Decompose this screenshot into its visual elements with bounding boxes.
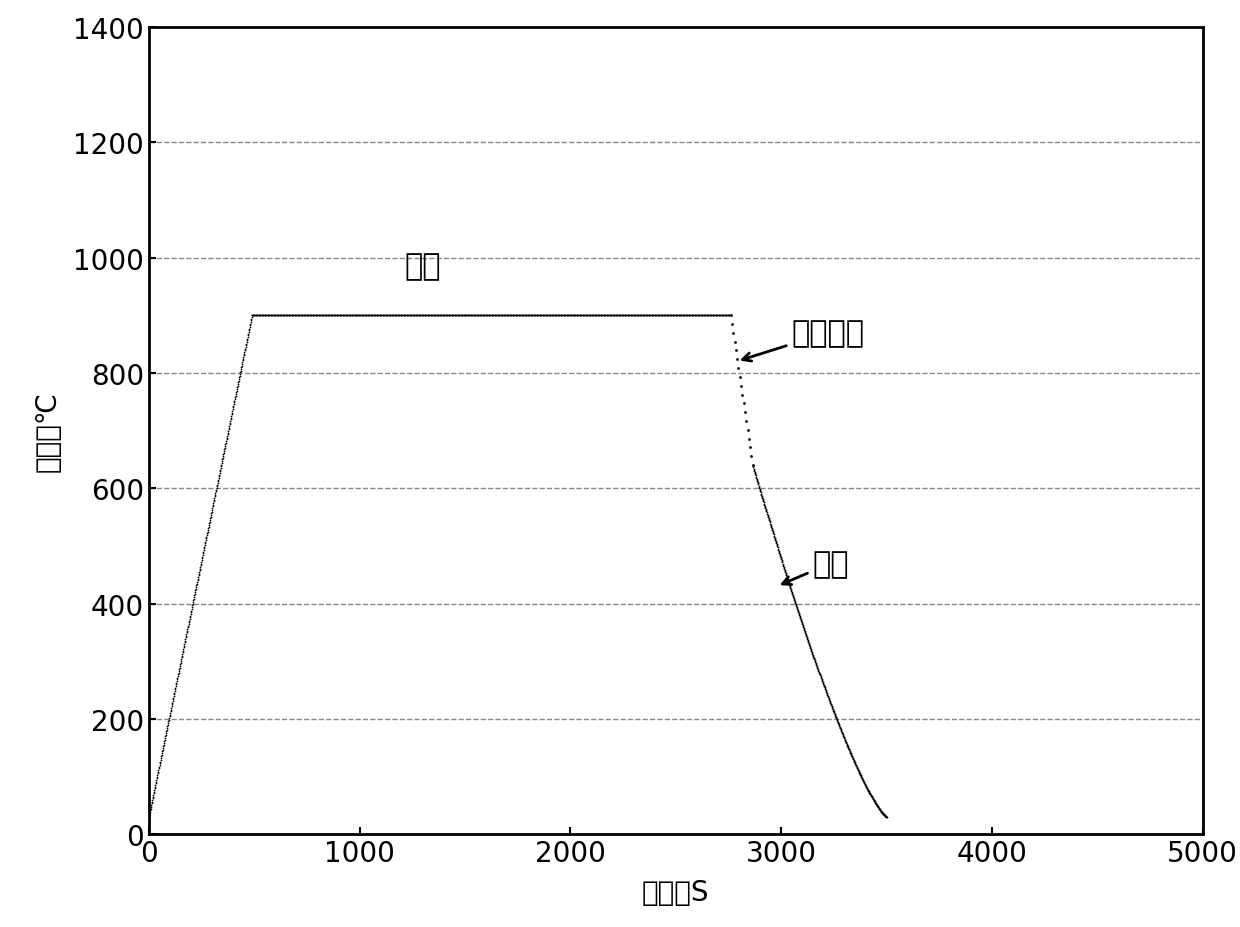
Text: 保温: 保温 xyxy=(404,252,441,281)
Text: 快速冷却: 快速冷却 xyxy=(743,319,864,362)
Text: 空冷: 空冷 xyxy=(782,549,849,585)
X-axis label: 时间，S: 时间，S xyxy=(642,878,709,907)
Y-axis label: 温度，℃: 温度，℃ xyxy=(33,390,62,472)
